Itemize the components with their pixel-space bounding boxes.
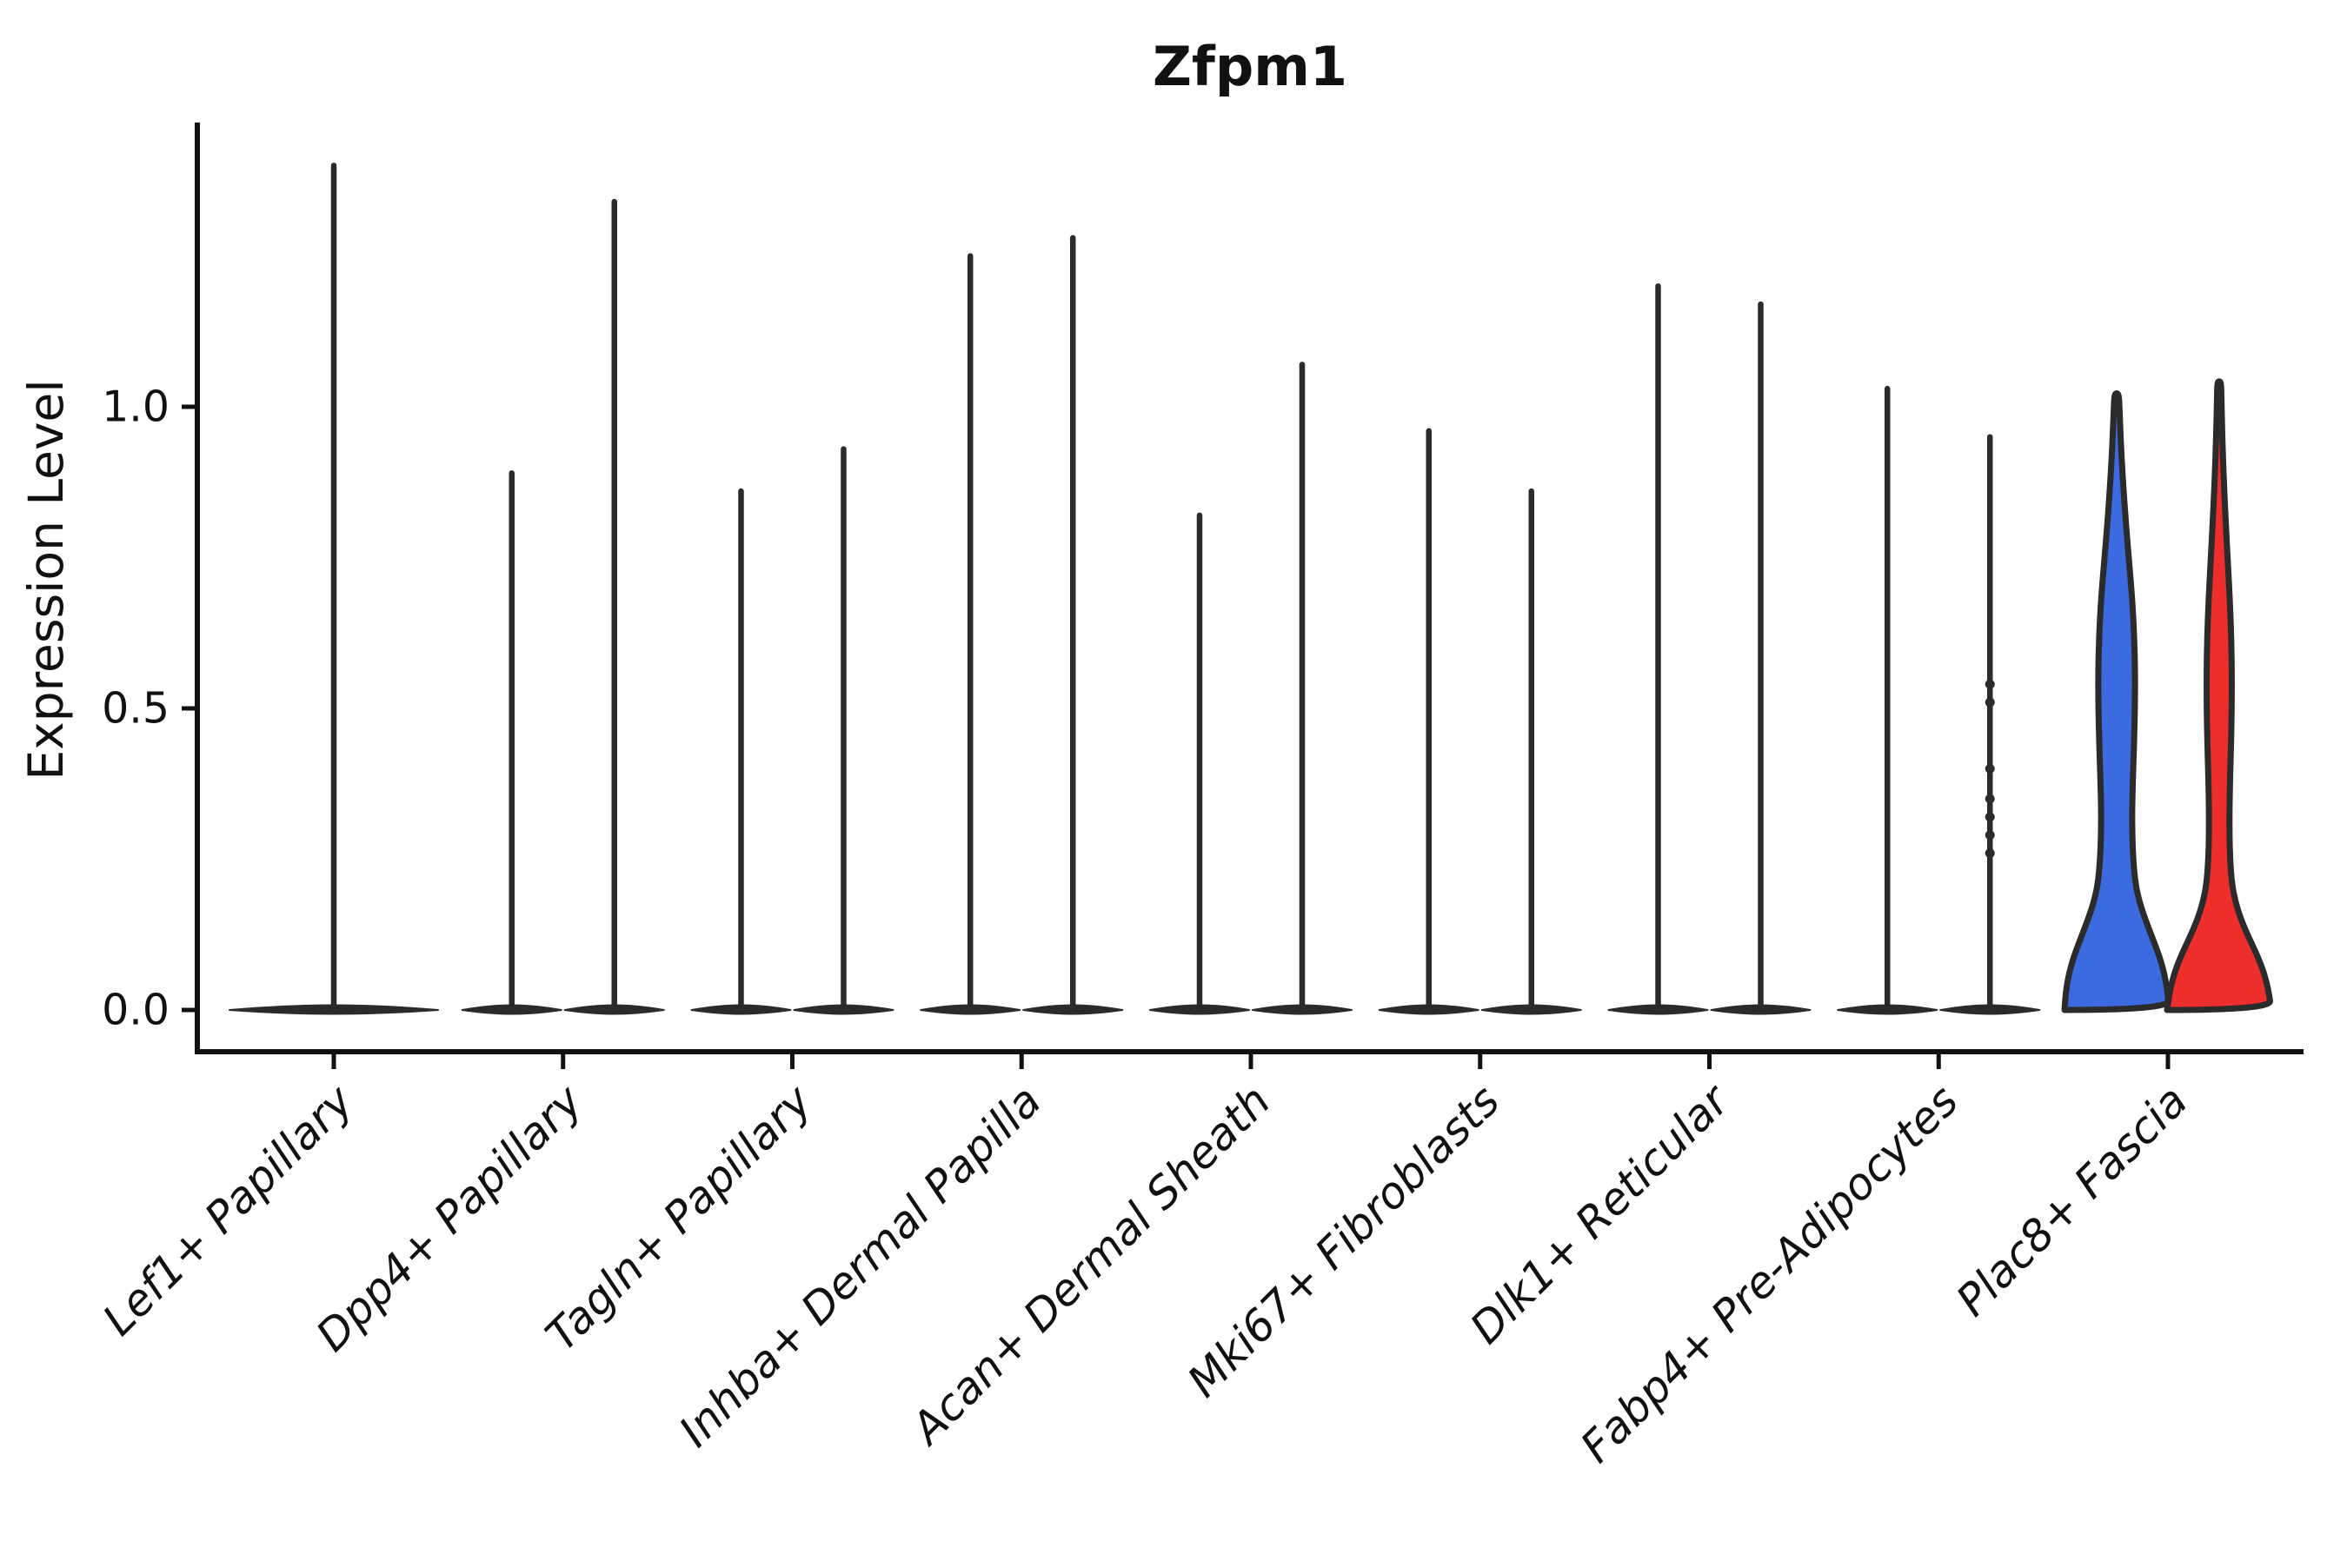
violin-dpp4-papillary-left [461, 470, 562, 1015]
x-tick-label: Plac8+ Fascia [1947, 1075, 2197, 1325]
jitter-dot [1985, 848, 1995, 859]
violin-plac8-fascia-right [2164, 378, 2273, 1013]
violin-inhba-dermal-papilla-left [920, 253, 1021, 1015]
y-tick-label: 0.0 [102, 986, 170, 1035]
y-tick-label: 1.0 [102, 382, 170, 432]
jitter-dot [1985, 697, 1995, 708]
violin-lef1-papillary-full [229, 163, 439, 1015]
jitter-dot [1985, 830, 1995, 840]
violin-mki67-fibroblasts-right [1480, 488, 1582, 1015]
jitter-dot [1985, 679, 1995, 689]
jitter-dot [1985, 763, 1995, 774]
jitter-dot [1985, 812, 1995, 822]
violin-filled [2061, 390, 2171, 1013]
violin-inhba-dermal-papilla-right [1022, 235, 1124, 1015]
violin-mki67-fibroblasts-left [1378, 428, 1479, 1015]
x-tick-label: Fabp4+ Pre-Adipocytes [1571, 1075, 1968, 1472]
violin-fabp4-pre-adipocytes-left [1837, 385, 1938, 1015]
violin-acan-dermal-sheath-left [1149, 512, 1250, 1015]
jitter-dot [1985, 794, 1995, 804]
violin-dpp4-papillary-right [563, 198, 665, 1015]
violin-dlk1-reticular-left [1607, 282, 1709, 1015]
y-tick-label: 0.5 [102, 684, 170, 734]
axes [182, 123, 2304, 1069]
violin-plac8-fascia-left [2061, 390, 2171, 1013]
violin-acan-dermal-sheath-right [1252, 362, 1353, 1015]
violin-dlk1-reticular-right [1710, 301, 1812, 1015]
violin-fabp4-pre-adipocytes-right [1939, 434, 2041, 1015]
y-axis-label: Expression Level [18, 379, 74, 780]
plot-title: Zfpm1 [1153, 35, 1347, 98]
violin-tagln-papillary-left [690, 488, 792, 1015]
violin-filled [2164, 378, 2273, 1013]
violin-tagln-papillary-right [793, 446, 894, 1015]
violins [229, 163, 2273, 1015]
x-tick-label: Lef1+ Papillary [93, 1074, 363, 1345]
x-tick-label: Inhba+ Dermal Papilla [669, 1075, 1050, 1456]
